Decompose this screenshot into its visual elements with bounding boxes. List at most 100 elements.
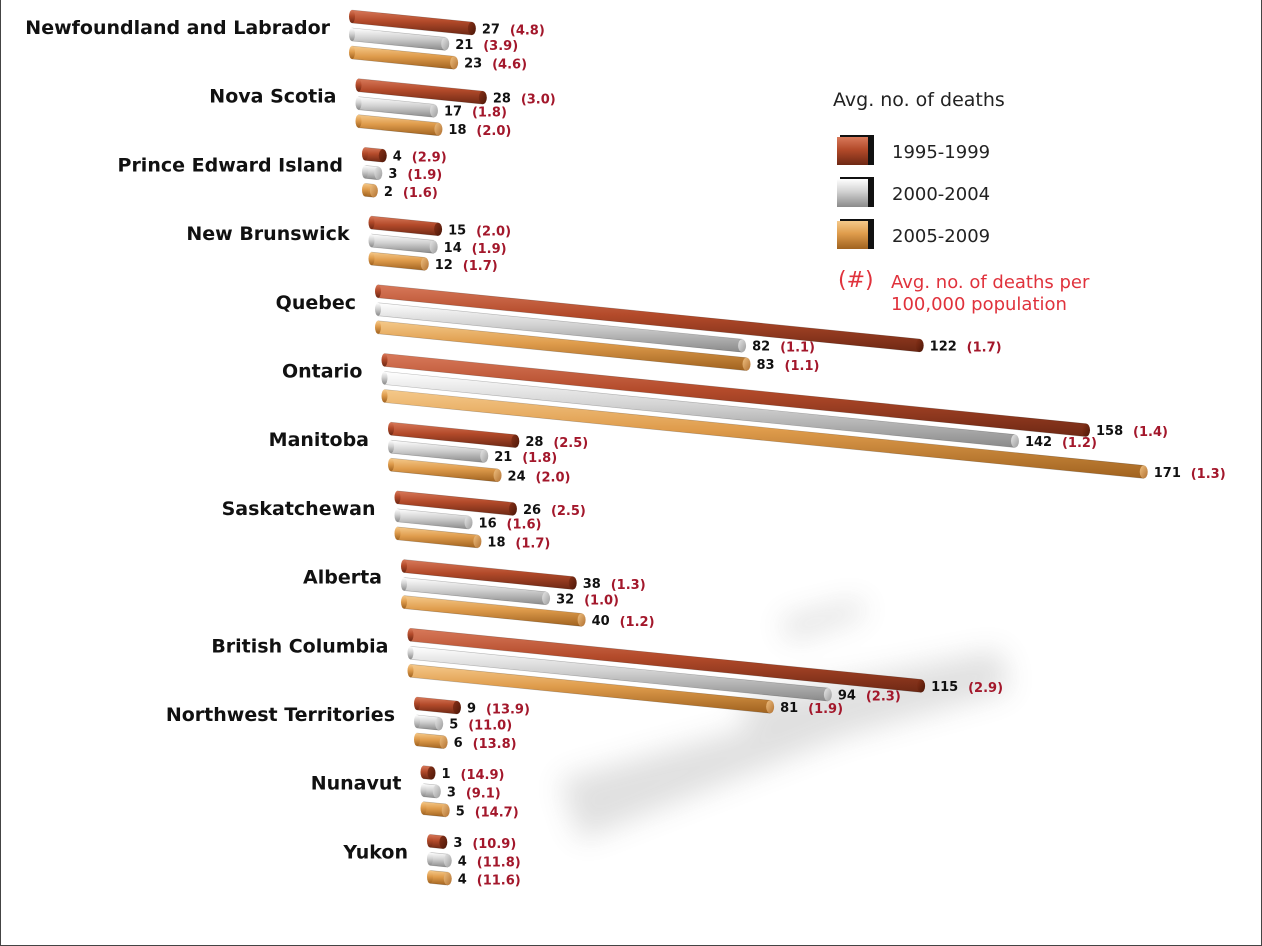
bar-start-cap <box>388 422 394 436</box>
bar-end-cap <box>542 591 551 605</box>
category-label-prince-edward-island: Prince Edward Island <box>118 154 343 176</box>
rate-label-ontario-1995-1999: (1.4) <box>1133 425 1168 440</box>
bar-body <box>403 595 582 627</box>
value-label-manitoba-2005-2009: 24 <box>508 469 526 484</box>
bar-end-cap <box>738 339 747 353</box>
rate-label-saskatchewan-1995-1999: (2.5) <box>551 504 586 519</box>
bar-start-cap <box>420 765 427 779</box>
rate-label-quebec-2005-2009: (1.1) <box>785 359 820 374</box>
value-label-new-brunswick-2000-2004: 14 <box>444 241 462 256</box>
bar-saskatchewan-1995-1999 <box>394 490 517 516</box>
rate-label-yukon-1995-1999: (10.9) <box>472 837 516 852</box>
category-label-quebec: Quebec <box>276 292 356 314</box>
bar-body <box>358 114 439 137</box>
bar-start-cap <box>414 715 420 728</box>
value-label-alberta-1995-1999: 38 <box>583 577 601 592</box>
value-label-alberta-2000-2004: 32 <box>556 592 574 607</box>
rate-label-prince-edward-island-1995-1999: (2.9) <box>412 151 447 166</box>
bar-body <box>416 732 444 749</box>
bar-start-cap <box>362 165 368 179</box>
bar-start-cap <box>388 440 394 454</box>
value-label-alberta-2005-2009: 40 <box>592 614 610 629</box>
value-label-newfoundland-and-labrador-2000-2004: 21 <box>455 38 473 53</box>
category-label-nova-scotia: Nova Scotia <box>209 86 336 108</box>
rate-label-newfoundland-and-labrador-2005-2009: (4.6) <box>492 58 527 73</box>
bar-start-cap <box>355 114 362 128</box>
value-label-saskatchewan-2000-2004: 16 <box>479 517 497 532</box>
value-label-saskatchewan-1995-1999: 26 <box>523 503 541 518</box>
bar-end-cap <box>450 56 459 70</box>
bar-end-cap <box>766 700 775 714</box>
bar-prince-edward-island-2000-2004 <box>362 165 383 181</box>
rate-label-british-columbia-1995-1999: (2.9) <box>968 681 1003 696</box>
value-label-quebec-2000-2004: 82 <box>752 340 770 355</box>
bar-start-cap <box>394 526 401 540</box>
bar-end-cap <box>439 835 448 849</box>
bar-body <box>390 439 485 463</box>
bar-start-cap <box>394 490 401 504</box>
legend-swatch-2000-2004 <box>837 179 868 207</box>
value-label-new-brunswick-1995-1999: 15 <box>448 223 466 238</box>
bar-end-cap <box>823 688 832 702</box>
bar-start-cap <box>427 852 433 866</box>
value-label-prince-edward-island-2000-2004: 3 <box>388 167 397 182</box>
value-label-british-columbia-2000-2004: 94 <box>838 689 856 704</box>
bar-start-cap <box>355 96 362 110</box>
rate-label-ontario-2000-2004: (1.2) <box>1062 436 1097 451</box>
bar-manitoba-2000-2004 <box>388 439 489 463</box>
bar-start-cap <box>427 834 433 848</box>
rate-label-northwest-territories-2000-2004: (11.0) <box>468 719 512 734</box>
bar-end-cap <box>429 104 438 118</box>
value-label-yukon-2005-2009: 4 <box>458 873 467 888</box>
value-label-prince-edward-island-1995-1999: 4 <box>393 150 402 165</box>
bar-start-cap <box>362 147 368 161</box>
bar-end-cap <box>439 735 448 749</box>
bar-start-cap <box>401 577 407 591</box>
legend-title: Avg. no. of deaths <box>833 89 1005 111</box>
bar-start-cap <box>420 783 427 797</box>
bar-nunavut-1995-1999 <box>420 765 436 780</box>
category-label-northwest-territories: Northwest Territories <box>166 704 395 726</box>
bar-quebec-1995-1999 <box>375 284 924 353</box>
bar-start-cap <box>388 458 394 472</box>
value-label-nunavut-2000-2004: 3 <box>447 786 456 801</box>
bar-start-cap <box>407 664 414 678</box>
bar-start-cap <box>362 183 368 197</box>
bar-quebec-2000-2004 <box>375 302 747 353</box>
legend-item-2005-2009: 2005-2009 <box>837 219 990 249</box>
bar-start-cap <box>401 595 407 609</box>
legend-swatch-1995-1999 <box>837 137 868 165</box>
bar-body <box>397 526 478 549</box>
bar-start-cap <box>381 371 388 385</box>
bar-saskatchewan-2000-2004 <box>394 508 473 530</box>
bar-end-cap <box>473 534 482 548</box>
rate-label-new-brunswick-2000-2004: (1.9) <box>472 242 507 257</box>
value-label-yukon-1995-1999: 3 <box>453 836 462 851</box>
value-label-ontario-1995-1999: 158 <box>1096 424 1123 439</box>
bar-body <box>416 696 458 715</box>
rate-label-saskatchewan-2005-2009: (1.7) <box>515 536 550 551</box>
rate-label-nova-scotia-2005-2009: (2.0) <box>476 124 511 139</box>
category-label-british-columbia: British Columbia <box>211 635 388 657</box>
bar-end-cap <box>434 222 443 236</box>
value-label-manitoba-1995-1999: 28 <box>525 435 543 450</box>
rate-label-ontario-2005-2009: (1.3) <box>1191 467 1226 482</box>
bar-start-cap <box>375 302 381 316</box>
bar-ontario-2000-2004 <box>381 371 1019 448</box>
value-label-saskatchewan-2005-2009: 18 <box>487 535 505 550</box>
category-label-yukon: Yukon <box>342 841 408 863</box>
bar-start-cap <box>349 46 355 59</box>
legend-label-2005-2009: 2005-2009 <box>892 226 990 247</box>
value-label-ontario-2005-2009: 171 <box>1154 466 1181 481</box>
bar-nova-scotia-2000-2004 <box>355 96 438 118</box>
rate-label-quebec-2000-2004: (1.1) <box>780 341 815 356</box>
bar-end-cap <box>577 613 586 627</box>
legend-label-1995-1999: 1995-1999 <box>892 142 990 163</box>
bar-body <box>371 215 439 237</box>
rate-label-newfoundland-and-labrador-1995-1999: (4.8) <box>510 23 545 38</box>
rate-label-alberta-2005-2009: (1.2) <box>620 615 655 630</box>
decorative-shadow <box>560 600 1010 840</box>
bar-start-cap <box>349 10 355 23</box>
legend-label-2000-2004: 2000-2004 <box>892 184 990 205</box>
